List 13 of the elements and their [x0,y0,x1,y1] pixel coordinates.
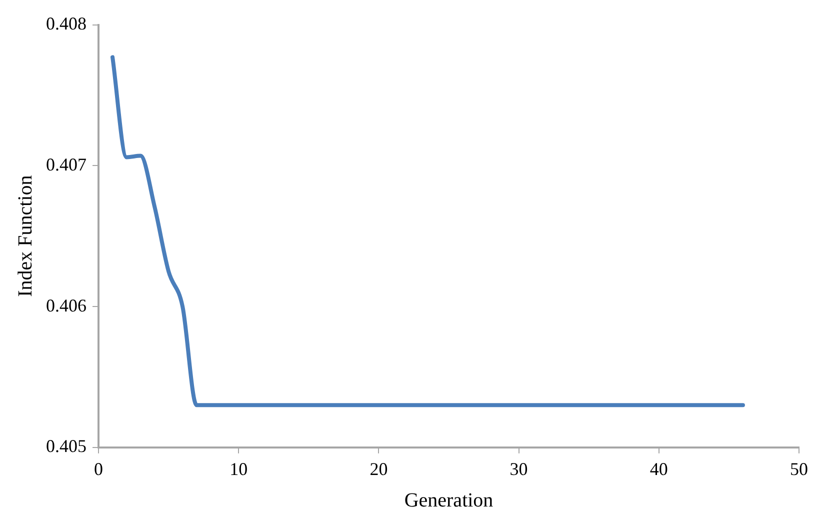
x-tick-label: 40 [650,458,668,479]
line-series [110,55,745,408]
y-tick-label: 0.408 [46,14,86,34]
x-axis-title: Generation [404,489,494,512]
y-tick-label: 0.407 [46,154,86,174]
x-tick-label: 0 [94,458,103,479]
x-tick-label: 10 [230,458,248,479]
x-tick-label: 50 [790,458,808,479]
x-tick-label: 20 [370,458,388,479]
y-tick-label: 0.406 [46,295,86,316]
y-axis-title: Index Function [14,175,36,297]
x-tick-label: 30 [510,458,528,479]
y-tick-label: 0.405 [46,436,86,456]
